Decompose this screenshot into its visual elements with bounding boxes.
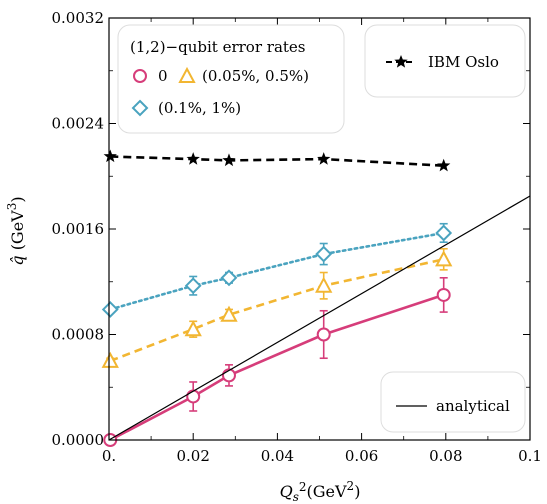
data-point-triangle [184,320,202,337]
legend-diamond-marker [131,99,149,117]
x-tick-label: 0.04 [261,447,294,465]
data-point-triangle [220,305,238,322]
axes-layer: 0. 0.02 0.04 0.06 0.08 0.1 0.0000 0.0008 0.0016 0… [52,9,542,465]
legend-circle-marker [133,69,147,83]
x-tick-label: 0.02 [176,447,209,465]
data-point-diamond [101,301,119,318]
x-tick-label: 0.08 [429,447,462,465]
data-point-diamond [184,277,202,295]
series-line [110,155,444,167]
y-tick-label: 0.0024 [52,115,105,133]
data-point-circle [436,287,451,302]
series-ibm-oslo [103,149,451,172]
data-point-diamond [220,269,238,287]
series-line [109,258,444,363]
data-point-triangle [315,276,333,293]
x-tick-label: 0.06 [345,447,378,465]
legend-ibm-label: IBM Oslo [428,53,499,71]
legend-main: (1,2)−qubit error rates 0 (0.05%, 0.5%) … [117,24,345,134]
data-point-diamond [315,245,333,263]
legend-star-marker [394,55,408,68]
x-axis-title: Qs2(GeV2) [280,479,361,504]
data-point-circle [316,327,331,342]
data-point-star [437,158,451,172]
legend-ibm: IBM Oslo [364,24,526,98]
x-tick-label: 0. [102,447,116,465]
legend-entry-0: 0 [158,67,168,85]
data-point-diamond [435,224,453,242]
data-point-star [222,153,236,167]
series--0-1-1- [101,222,453,318]
data-point-triangle [435,250,453,267]
data-point-star [317,152,331,165]
legend-entry-1: (0.05%, 0.5%) [202,67,309,85]
data-point-circle [186,389,201,404]
series-layer [101,149,531,447]
series-analytical [108,195,531,441]
legend-analytical: analytical [380,371,526,433]
series-line [108,195,531,441]
legend-triangle-marker [178,66,196,83]
data-point-star [186,152,200,165]
y-tick-label: 0.0008 [52,326,105,344]
legend-entry-2: (0.1%, 1%) [158,99,241,117]
series-line [109,231,446,311]
x-tick-label: 0.1 [518,447,542,465]
y-tick-label: 0.0000 [52,431,105,449]
data-point-triangle [101,351,119,368]
y-tick-label: 0.0032 [52,9,105,27]
y-axis-title: q̂ (GeV3) [5,196,27,265]
data-point-star [103,149,117,163]
legend-analytical-label: analytical [436,397,510,415]
legend-main-title: (1,2)−qubit error rates [130,38,306,56]
data-point-circle [221,368,236,383]
series--0-05-0-5- [101,247,453,368]
y-tick-label: 0.0016 [52,220,105,238]
